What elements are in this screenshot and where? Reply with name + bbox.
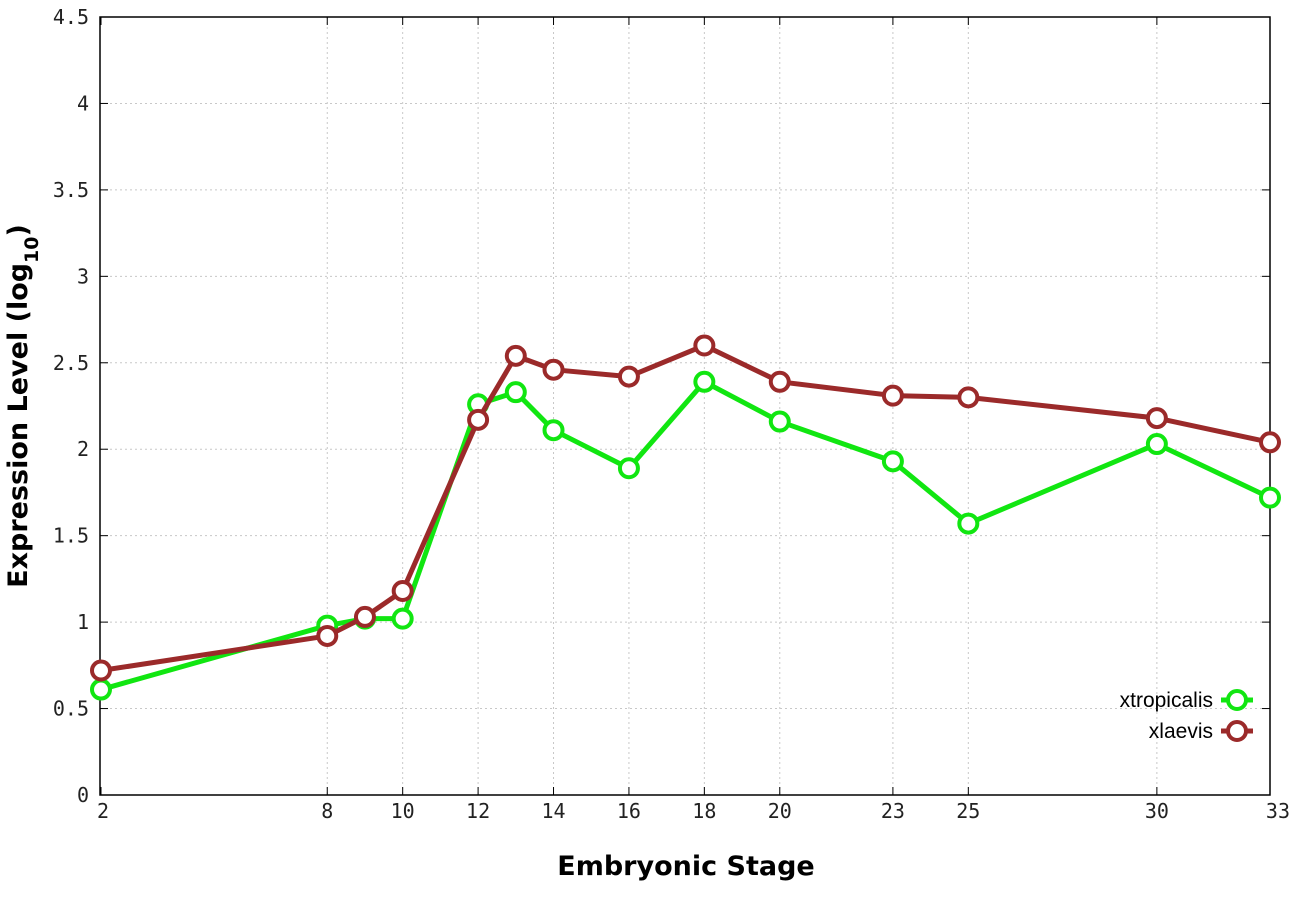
data-point-xlaevis [693,334,716,357]
x-tick-label: 12 [466,799,490,823]
legend-swatch-marker-xlaevis [1226,720,1248,742]
axis-ticks: 0 0.5 1 1.5 2 2.5 3 3.5 4 4.5 2 8 10 12 14 16 18 20 23 25 30… [53,5,1290,823]
x-tick-label: 30 [1145,799,1169,823]
data-point-xtropicalis [768,410,791,433]
x-tick-label: 33 [1266,799,1290,823]
x-tick-label: 23 [881,799,905,823]
y-tick-label: 4.5 [53,5,89,29]
data-point-xtropicalis [504,381,527,404]
plot-frame [99,16,1271,796]
x-tick-label: 10 [391,799,415,823]
data-point-xlaevis [353,605,376,628]
y-axis-title: Expression Level (log10) [3,224,43,588]
data-point-xlaevis [957,386,980,409]
x-tick-label: 14 [541,799,565,823]
data-point-xlaevis [391,579,414,602]
legend: xtropicalis xlaevis [1120,689,1253,743]
series-xlaevis [90,334,1281,682]
data-point-xlaevis [617,365,640,388]
data-point-xlaevis [768,370,791,393]
y-axis-title-main: Expression Level (log [3,263,34,588]
x-tick-label: 16 [617,799,641,823]
y-tick-label: 0.5 [53,697,89,721]
series-group [90,334,1281,701]
data-point-xtropicalis [1259,486,1281,509]
y-tick-label: 1 [77,610,89,634]
data-point-xtropicalis [957,512,980,535]
x-tick-label: 25 [956,799,980,823]
y-tick-label: 0 [77,783,89,807]
data-point-xlaevis [1259,431,1281,454]
legend-label-xlaevis: xlaevis [1149,720,1213,743]
y-tick-label: 1.5 [53,524,89,548]
data-point-xlaevis [90,659,112,682]
y-tick-label: 4 [77,91,89,115]
data-point-xtropicalis [542,419,565,442]
data-point-xtropicalis [693,370,716,393]
x-tick-label: 2 [97,799,109,823]
x-tick-label: 8 [321,799,333,823]
data-point-xlaevis [542,358,565,381]
data-point-xtropicalis [617,457,640,480]
data-point-xlaevis [504,344,527,367]
x-axis-title: Embryonic Stage [557,851,814,882]
y-tick-label: 2 [77,437,89,461]
data-point-xlaevis [881,384,904,407]
legend-swatch-marker-xtropicalis [1226,689,1248,711]
data-point-xtropicalis [881,450,904,473]
y-tick-label: 3 [77,264,89,288]
data-point-xtropicalis [1145,433,1168,456]
y-tick-label: 2.5 [53,351,89,375]
data-point-xlaevis [1145,407,1168,430]
legend-label-xtropicalis: xtropicalis [1120,689,1213,712]
data-point-xlaevis [316,624,339,647]
x-tick-label: 20 [768,799,792,823]
data-point-xtropicalis [90,678,112,701]
data-point-xlaevis [467,408,490,431]
y-axis-title-subscript: 10 [21,236,43,262]
grid [100,17,1270,795]
y-axis-title-close: ) [3,224,34,236]
x-tick-label: 18 [692,799,716,823]
data-point-xtropicalis [391,607,414,630]
y-tick-label: 3.5 [53,178,89,202]
